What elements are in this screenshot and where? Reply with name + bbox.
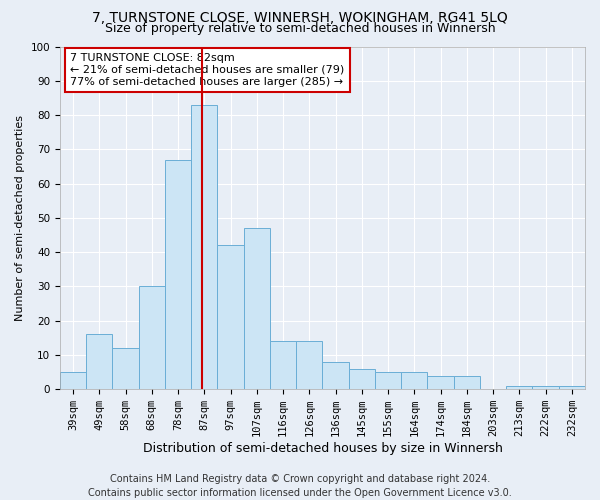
Bar xyxy=(506,386,532,389)
Bar xyxy=(296,341,322,389)
Text: 7, TURNSTONE CLOSE, WINNERSH, WOKINGHAM, RG41 5LQ: 7, TURNSTONE CLOSE, WINNERSH, WOKINGHAM,… xyxy=(92,11,508,25)
Bar xyxy=(112,348,139,389)
Bar xyxy=(270,341,296,389)
Bar xyxy=(86,334,112,389)
Bar xyxy=(244,228,270,389)
Text: Contains HM Land Registry data © Crown copyright and database right 2024.
Contai: Contains HM Land Registry data © Crown c… xyxy=(88,474,512,498)
Bar xyxy=(427,376,454,389)
Text: 7 TURNSTONE CLOSE: 82sqm
← 21% of semi-detached houses are smaller (79)
77% of s: 7 TURNSTONE CLOSE: 82sqm ← 21% of semi-d… xyxy=(70,54,344,86)
Bar xyxy=(532,386,559,389)
Bar xyxy=(191,105,217,389)
Bar xyxy=(60,372,86,389)
Bar xyxy=(559,386,585,389)
Bar xyxy=(349,368,375,389)
Text: Size of property relative to semi-detached houses in Winnersh: Size of property relative to semi-detach… xyxy=(104,22,496,35)
Bar xyxy=(165,160,191,389)
X-axis label: Distribution of semi-detached houses by size in Winnersh: Distribution of semi-detached houses by … xyxy=(143,442,502,455)
Bar xyxy=(322,362,349,389)
Bar xyxy=(375,372,401,389)
Bar xyxy=(139,286,165,389)
Y-axis label: Number of semi-detached properties: Number of semi-detached properties xyxy=(15,115,25,321)
Bar xyxy=(401,372,427,389)
Bar xyxy=(454,376,480,389)
Bar xyxy=(217,246,244,389)
